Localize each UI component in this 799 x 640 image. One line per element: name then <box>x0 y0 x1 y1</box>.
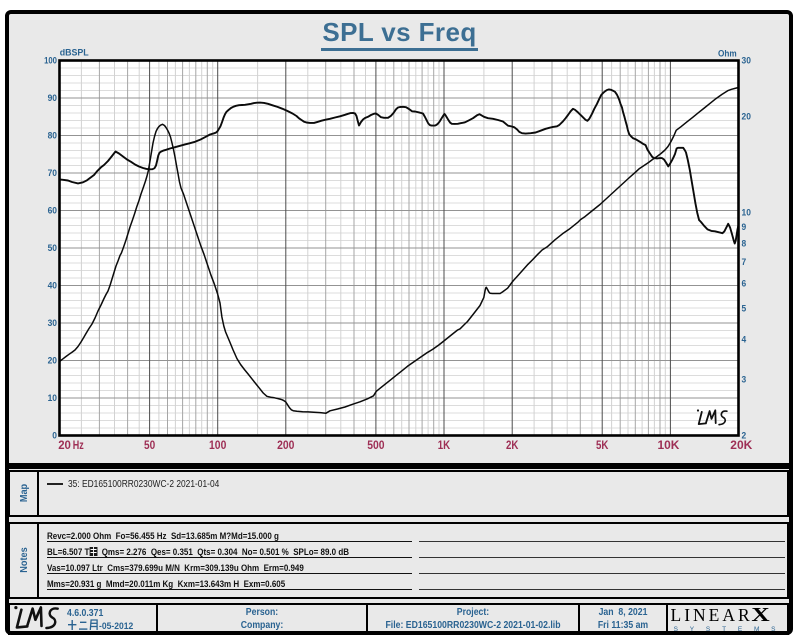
svg-text:70: 70 <box>48 168 57 178</box>
svg-text:500: 500 <box>367 438 384 452</box>
svg-text:20: 20 <box>48 355 57 365</box>
svg-text:Hz: Hz <box>73 438 84 452</box>
svg-text:5: 5 <box>742 304 747 314</box>
svg-text:0: 0 <box>52 430 57 440</box>
svg-text:5K: 5K <box>596 438 609 452</box>
svg-text:6: 6 <box>742 278 747 288</box>
svg-text:7: 7 <box>742 257 747 267</box>
svg-text:90: 90 <box>48 93 57 103</box>
svg-text:40: 40 <box>48 280 57 290</box>
svg-text:80: 80 <box>48 130 57 140</box>
svg-text:Ohm: Ohm <box>718 48 737 58</box>
svg-text:dBSPL: dBSPL <box>60 47 89 57</box>
svg-text:20K: 20K <box>730 438 752 452</box>
svg-text:10: 10 <box>742 208 751 218</box>
svg-text:10K: 10K <box>657 438 679 452</box>
svg-text:50: 50 <box>48 243 57 253</box>
svg-text:4: 4 <box>742 334 748 344</box>
svg-text:30: 30 <box>48 318 57 328</box>
svg-text:200: 200 <box>277 438 294 452</box>
svg-text:100: 100 <box>209 438 226 452</box>
svg-text:3: 3 <box>742 374 747 384</box>
svg-text:30: 30 <box>742 55 751 65</box>
svg-text:100: 100 <box>44 55 57 65</box>
svg-text:20: 20 <box>742 112 751 122</box>
svg-text:9: 9 <box>742 222 747 232</box>
svg-text:8: 8 <box>742 238 747 248</box>
svg-text:50: 50 <box>144 438 155 452</box>
svg-text:2: 2 <box>742 430 747 440</box>
svg-text:10: 10 <box>48 393 57 403</box>
svg-text:60: 60 <box>48 205 57 215</box>
svg-text:1K: 1K <box>438 438 451 452</box>
svg-text:20: 20 <box>58 438 71 452</box>
svg-text:2K: 2K <box>506 438 519 452</box>
